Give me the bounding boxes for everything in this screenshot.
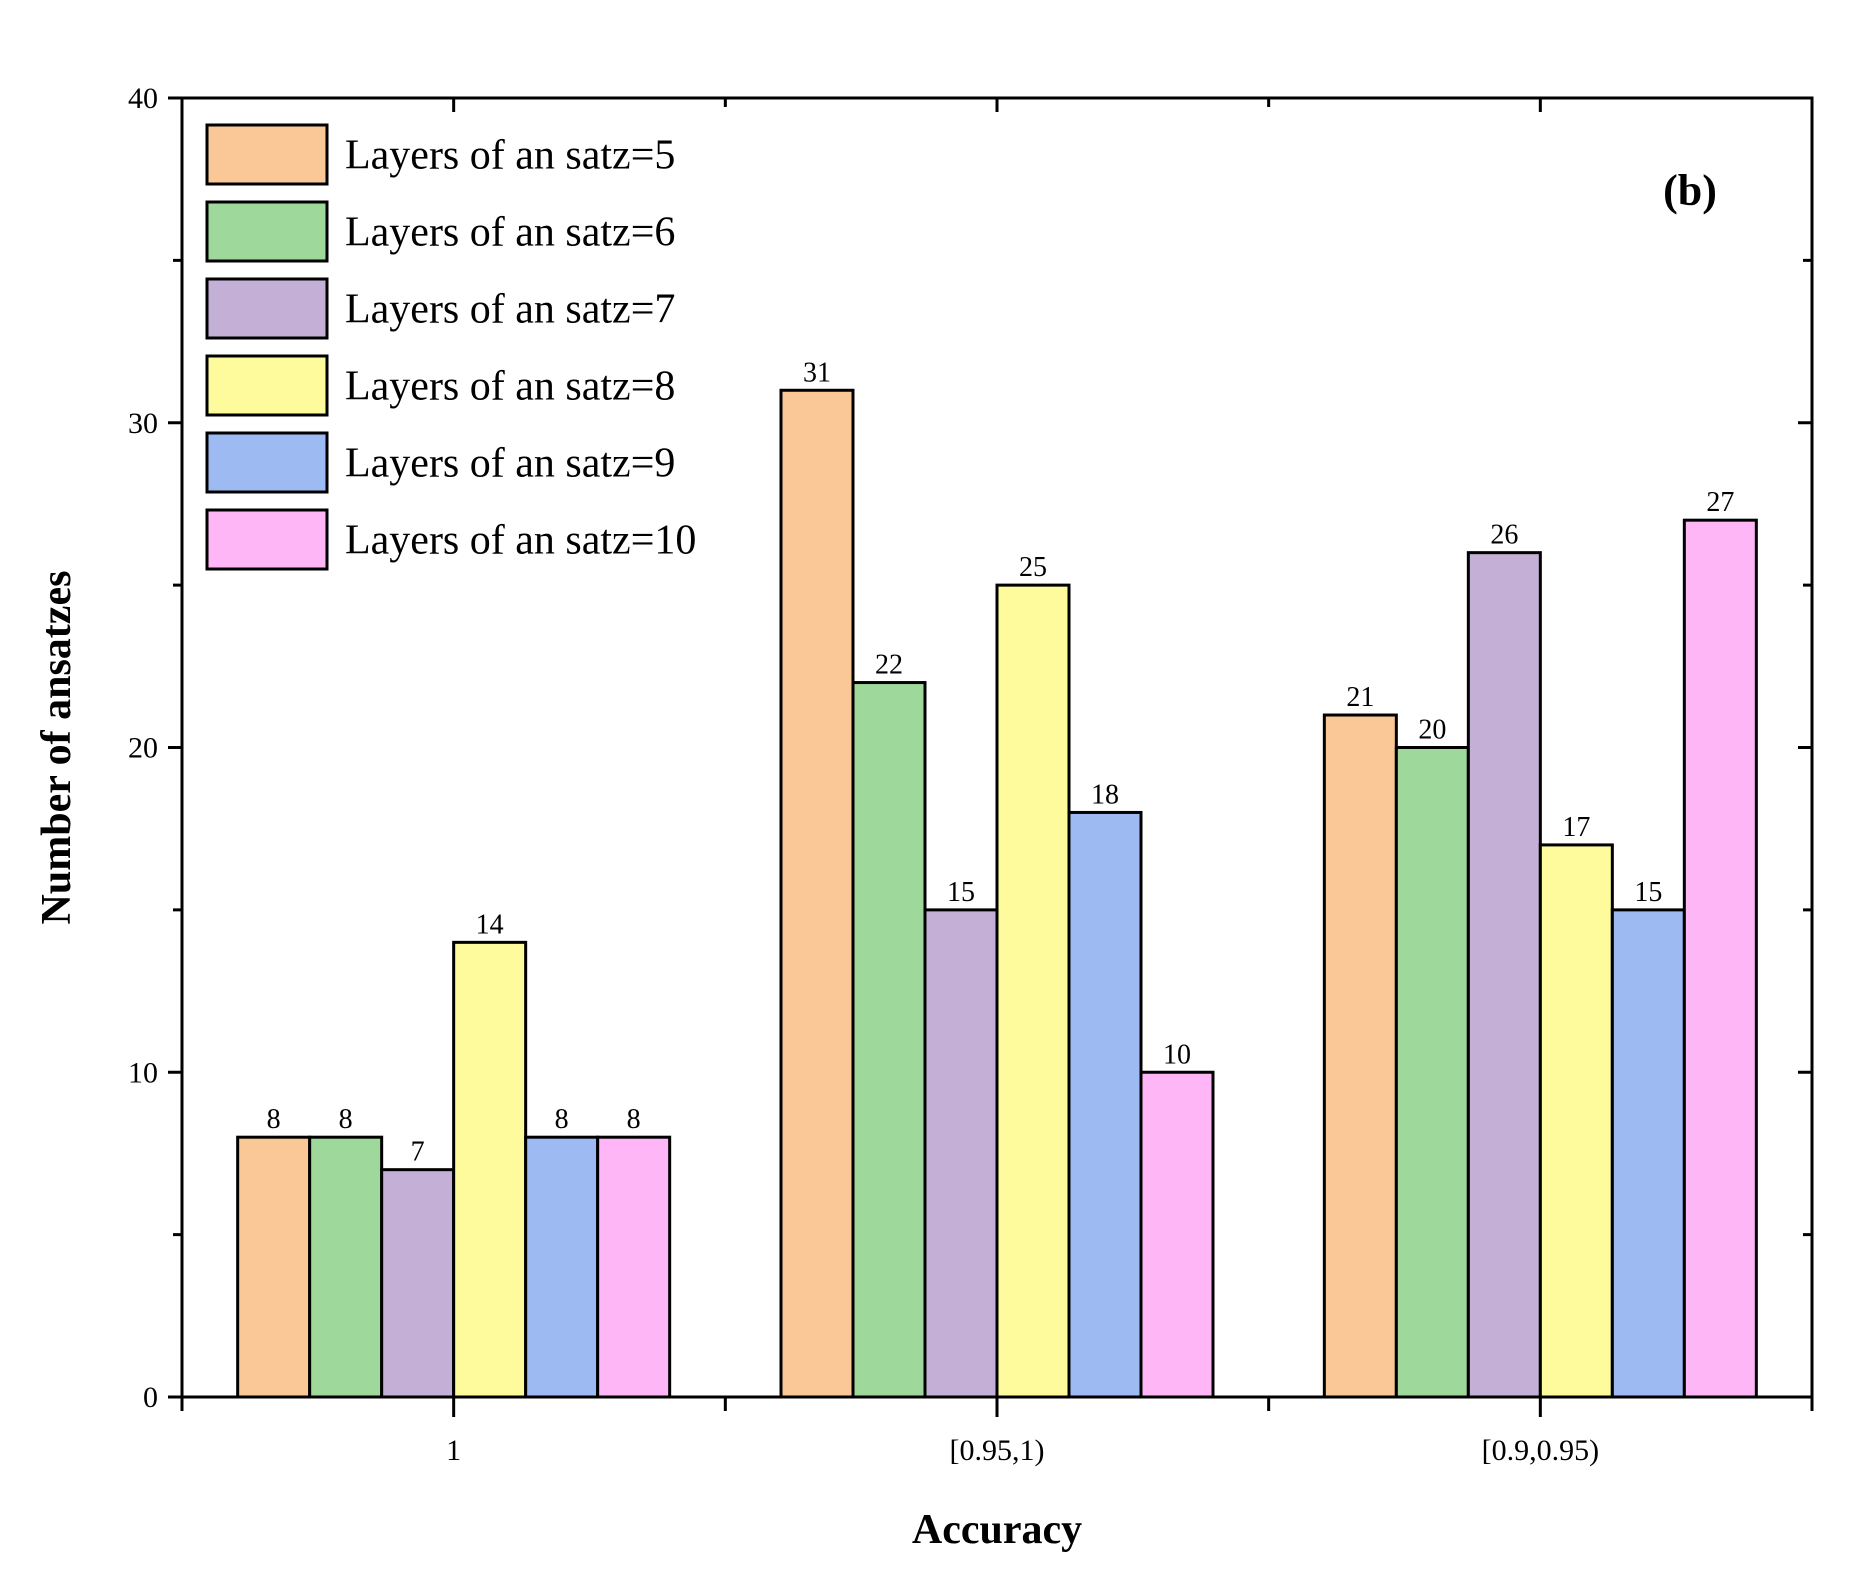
- bar-value-label: 7: [411, 1137, 425, 1168]
- bar-value-label: 8: [555, 1104, 569, 1135]
- bar-value-label: 26: [1490, 520, 1518, 551]
- x-axis-ticks: 1 [0.95,1) [0.9,0.95): [180, 98, 1814, 1467]
- bar: [923, 908, 999, 1399]
- bar-value-label: 15: [1634, 877, 1662, 908]
- legend-label: Layers of an satz=9: [345, 441, 675, 487]
- y-tick-label: 0: [143, 1381, 158, 1414]
- bar-value-label: 8: [339, 1104, 353, 1135]
- legend-swatch: [205, 277, 329, 340]
- y-tick-label: 10: [128, 1056, 158, 1089]
- bar: [524, 1135, 600, 1399]
- bar: [1682, 518, 1758, 1399]
- legend-label: Layers of an satz=6: [345, 210, 675, 256]
- bar: [1067, 810, 1143, 1399]
- data-labels: 8 8 7 14 8 8 31 22 15 25 18 10 21 20 26 17 15 27: [267, 357, 1735, 1167]
- legend-label: Layers of an satz=5: [345, 133, 675, 179]
- x-tick-label: 1: [446, 1434, 461, 1467]
- bar-value-label: 31: [803, 357, 831, 388]
- panel-label: (b): [1663, 166, 1717, 215]
- y-tick-label: 30: [128, 407, 158, 440]
- bar-value-label: 25: [1019, 552, 1047, 583]
- bar-value-label: 8: [627, 1104, 641, 1135]
- legend-swatch: [205, 354, 329, 417]
- bar-value-label: 14: [476, 909, 504, 940]
- bar: [452, 940, 528, 1399]
- y-axis-title: Number of ansatzes: [34, 571, 80, 925]
- bar-value-label: 22: [875, 650, 903, 681]
- bar: [1466, 551, 1542, 1399]
- legend-label: Layers of an satz=7: [345, 287, 675, 333]
- y-tick-label: 40: [128, 82, 158, 115]
- bar: [1394, 746, 1470, 1399]
- x-tick-label: [0.9,0.95): [1482, 1434, 1599, 1467]
- y-axis-ticks: 0 10 20 30 40: [128, 82, 1812, 1414]
- legend-label: Layers of an satz=8: [345, 364, 675, 410]
- bar-value-label: 27: [1706, 487, 1734, 518]
- bar-value-label: 10: [1163, 1039, 1191, 1070]
- legend-swatch: [205, 200, 329, 263]
- bar: [308, 1135, 384, 1399]
- bar: [851, 681, 927, 1399]
- bar: [1610, 908, 1686, 1399]
- bar: [1139, 1070, 1215, 1399]
- legend: Layers of an satz=5 Layers of an satz=6 La…: [205, 123, 696, 571]
- x-tick-label: [0.95,1): [950, 1434, 1045, 1467]
- bar-value-label: 20: [1418, 715, 1446, 746]
- legend-label: Layers of an satz=10: [345, 518, 696, 564]
- legend-swatch: [205, 431, 329, 494]
- legend-swatch: [205, 123, 329, 186]
- bar: [1322, 713, 1398, 1399]
- bars-layer: [236, 388, 1758, 1399]
- bar-value-label: 17: [1562, 812, 1590, 843]
- bar: [995, 583, 1071, 1399]
- bar-value-label: 21: [1346, 682, 1374, 713]
- bar-value-label: 15: [947, 877, 975, 908]
- bar-value-label: 18: [1091, 779, 1119, 810]
- bar: [779, 388, 855, 1399]
- bar: [596, 1135, 672, 1399]
- bar: [1538, 843, 1614, 1399]
- bar: [236, 1135, 312, 1399]
- legend-swatch: [205, 508, 329, 571]
- bar: [380, 1168, 456, 1399]
- y-tick-label: 20: [128, 732, 158, 765]
- x-axis-title: Accuracy: [912, 1507, 1082, 1553]
- bar-value-label: 8: [267, 1104, 281, 1135]
